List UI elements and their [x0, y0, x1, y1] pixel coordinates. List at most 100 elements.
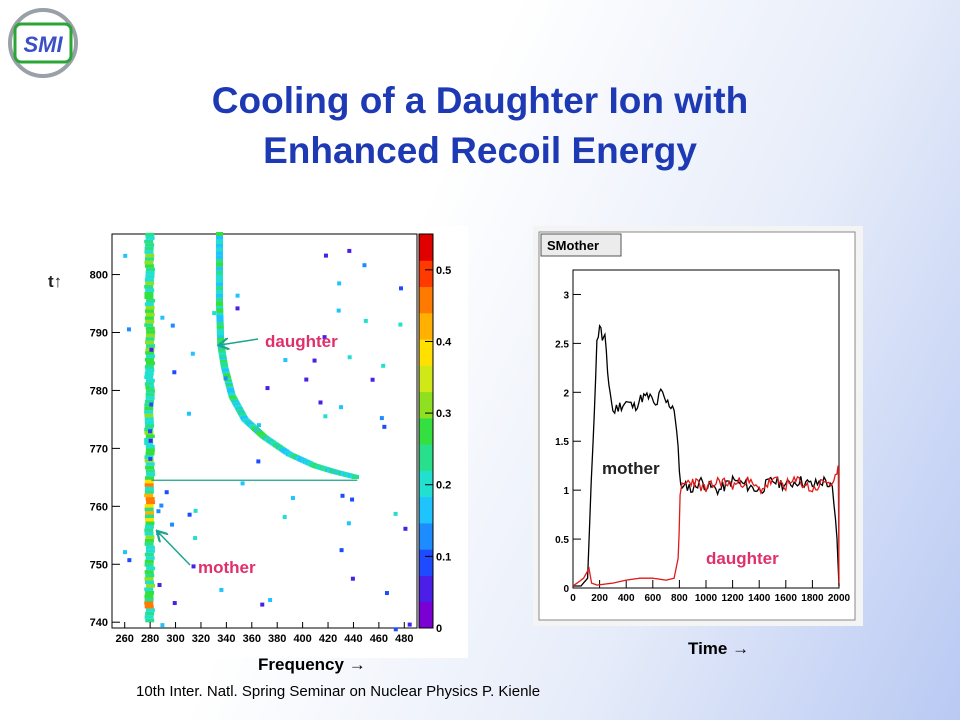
daughter-track-cell: [217, 333, 225, 338]
mother-track-cell: [145, 462, 155, 466]
mother-track-cell: [145, 514, 155, 519]
mother-track-cell: [146, 330, 156, 334]
noise-cell: [283, 358, 288, 363]
daughter-track-cell: [216, 326, 224, 331]
noise-cell: [363, 318, 368, 323]
mother-track-cell: [144, 528, 154, 532]
noise-cell: [148, 429, 153, 434]
mother-track-cell: [144, 399, 154, 404]
noise-cell: [223, 376, 228, 381]
noise-cell: [164, 490, 169, 495]
y-tick-label: 790: [90, 328, 108, 340]
daughter-track-cell: [216, 317, 224, 322]
y-tick-label: 740: [90, 617, 108, 629]
noise-cell: [149, 402, 154, 407]
mother-track-cell: [144, 587, 154, 592]
daughter-track-cell: [216, 289, 224, 294]
mother-track-cell: [145, 448, 155, 452]
mother-track-cell: [145, 326, 155, 331]
mother-track-cell: [146, 566, 156, 571]
daughter-track-cell: [216, 301, 224, 306]
mother-track-cell: [145, 333, 155, 338]
time-axis-arrow-label: t↑: [48, 272, 63, 291]
daughter-track-cell: [217, 335, 225, 340]
heatmap-panel: 260 280 300 320 340 360 380 400 420 440 460 480 740 7…: [76, 226, 468, 658]
mother-track-cell: [145, 337, 155, 341]
mother-track-cell: [144, 250, 154, 254]
colorbar-segment: [419, 286, 433, 314]
mother-track-cell: [145, 361, 155, 366]
mother-track-cell: [144, 264, 154, 268]
x-tick-label: 1600: [775, 593, 798, 604]
mother-track-cell: [144, 284, 154, 289]
noise-cell: [323, 253, 328, 258]
noise-cell: [193, 536, 198, 541]
noise-cell: [186, 411, 191, 416]
mother-track-cell: [144, 524, 154, 529]
noise-cell: [370, 377, 375, 382]
daughter-track-cell: [216, 274, 224, 279]
mother-track-cell: [144, 302, 154, 306]
noise-cell: [337, 281, 342, 286]
daughter-track-cell: [216, 328, 224, 333]
mother-track-cell: [144, 552, 154, 557]
x-tick-label: 480: [395, 633, 413, 645]
mother-track-cell: [144, 594, 154, 598]
colorbar-segment: [419, 522, 433, 550]
window-title: SMother: [547, 238, 599, 253]
noise-cell: [384, 591, 389, 596]
mother-track-cell: [145, 392, 155, 397]
y-tick-label: 750: [90, 559, 108, 571]
mother-track-cell: [144, 559, 154, 564]
daughter-track-cell: [216, 251, 224, 256]
x-tick-label: 340: [217, 633, 235, 645]
colorbar-tick-label: 0.4: [436, 336, 452, 348]
daughter-track-cell: [216, 330, 224, 335]
daughter-track-cell: [216, 278, 224, 283]
mother-track-cell: [145, 497, 155, 501]
noise-cell: [219, 587, 224, 592]
window-title-box: [540, 233, 622, 257]
daughter-track-cell: [216, 286, 224, 291]
colorbar-segment: [419, 549, 433, 576]
mother-track-cell: [144, 538, 154, 543]
smi-logo: SMI: [8, 8, 78, 78]
mother-track-cell: [145, 469, 155, 473]
noise-cell: [323, 414, 328, 419]
mother-track-cell: [145, 232, 155, 237]
mother-track-cell: [144, 542, 154, 546]
daughter-track-cell: [216, 235, 224, 240]
mother-track-cell: [145, 368, 155, 373]
noise-cell: [350, 497, 355, 502]
mother-track-cell: [145, 389, 155, 393]
mother-track-cell: [144, 504, 154, 508]
mother-track-cell: [145, 476, 155, 480]
daughter-track-cell: [216, 270, 224, 275]
mother-track-cell: [145, 271, 155, 275]
mother-label-left: mother: [198, 558, 256, 577]
noise-cell: [379, 416, 384, 421]
noise-cell: [393, 511, 398, 516]
daughter-label-right: daughter: [706, 549, 779, 568]
mother-track-cell: [145, 556, 155, 560]
mother-track-cell: [145, 451, 155, 456]
mother-track-cell: [145, 274, 155, 279]
y-tick-label: 2.5: [555, 339, 569, 350]
noise-cell: [268, 598, 273, 603]
daughter-track-cell: [216, 312, 224, 317]
mother-track-cell: [144, 278, 154, 282]
y-tick-label: 1.5: [555, 437, 569, 448]
mother-track-cell: [144, 531, 154, 536]
y-tick-label: 3: [563, 290, 569, 301]
daughter-track-cell: [216, 259, 224, 264]
noise-cell: [156, 531, 161, 536]
noise-cell: [403, 526, 408, 531]
mother-track-cell: [144, 291, 154, 296]
mother-track-cell: [144, 340, 154, 345]
noise-cell: [235, 306, 240, 311]
daughter-track-cell: [216, 319, 224, 324]
mother-track-cell: [145, 434, 155, 439]
mother-track-cell: [145, 465, 155, 470]
mother-track-cell: [145, 444, 155, 449]
mother-track-cell: [144, 246, 154, 251]
